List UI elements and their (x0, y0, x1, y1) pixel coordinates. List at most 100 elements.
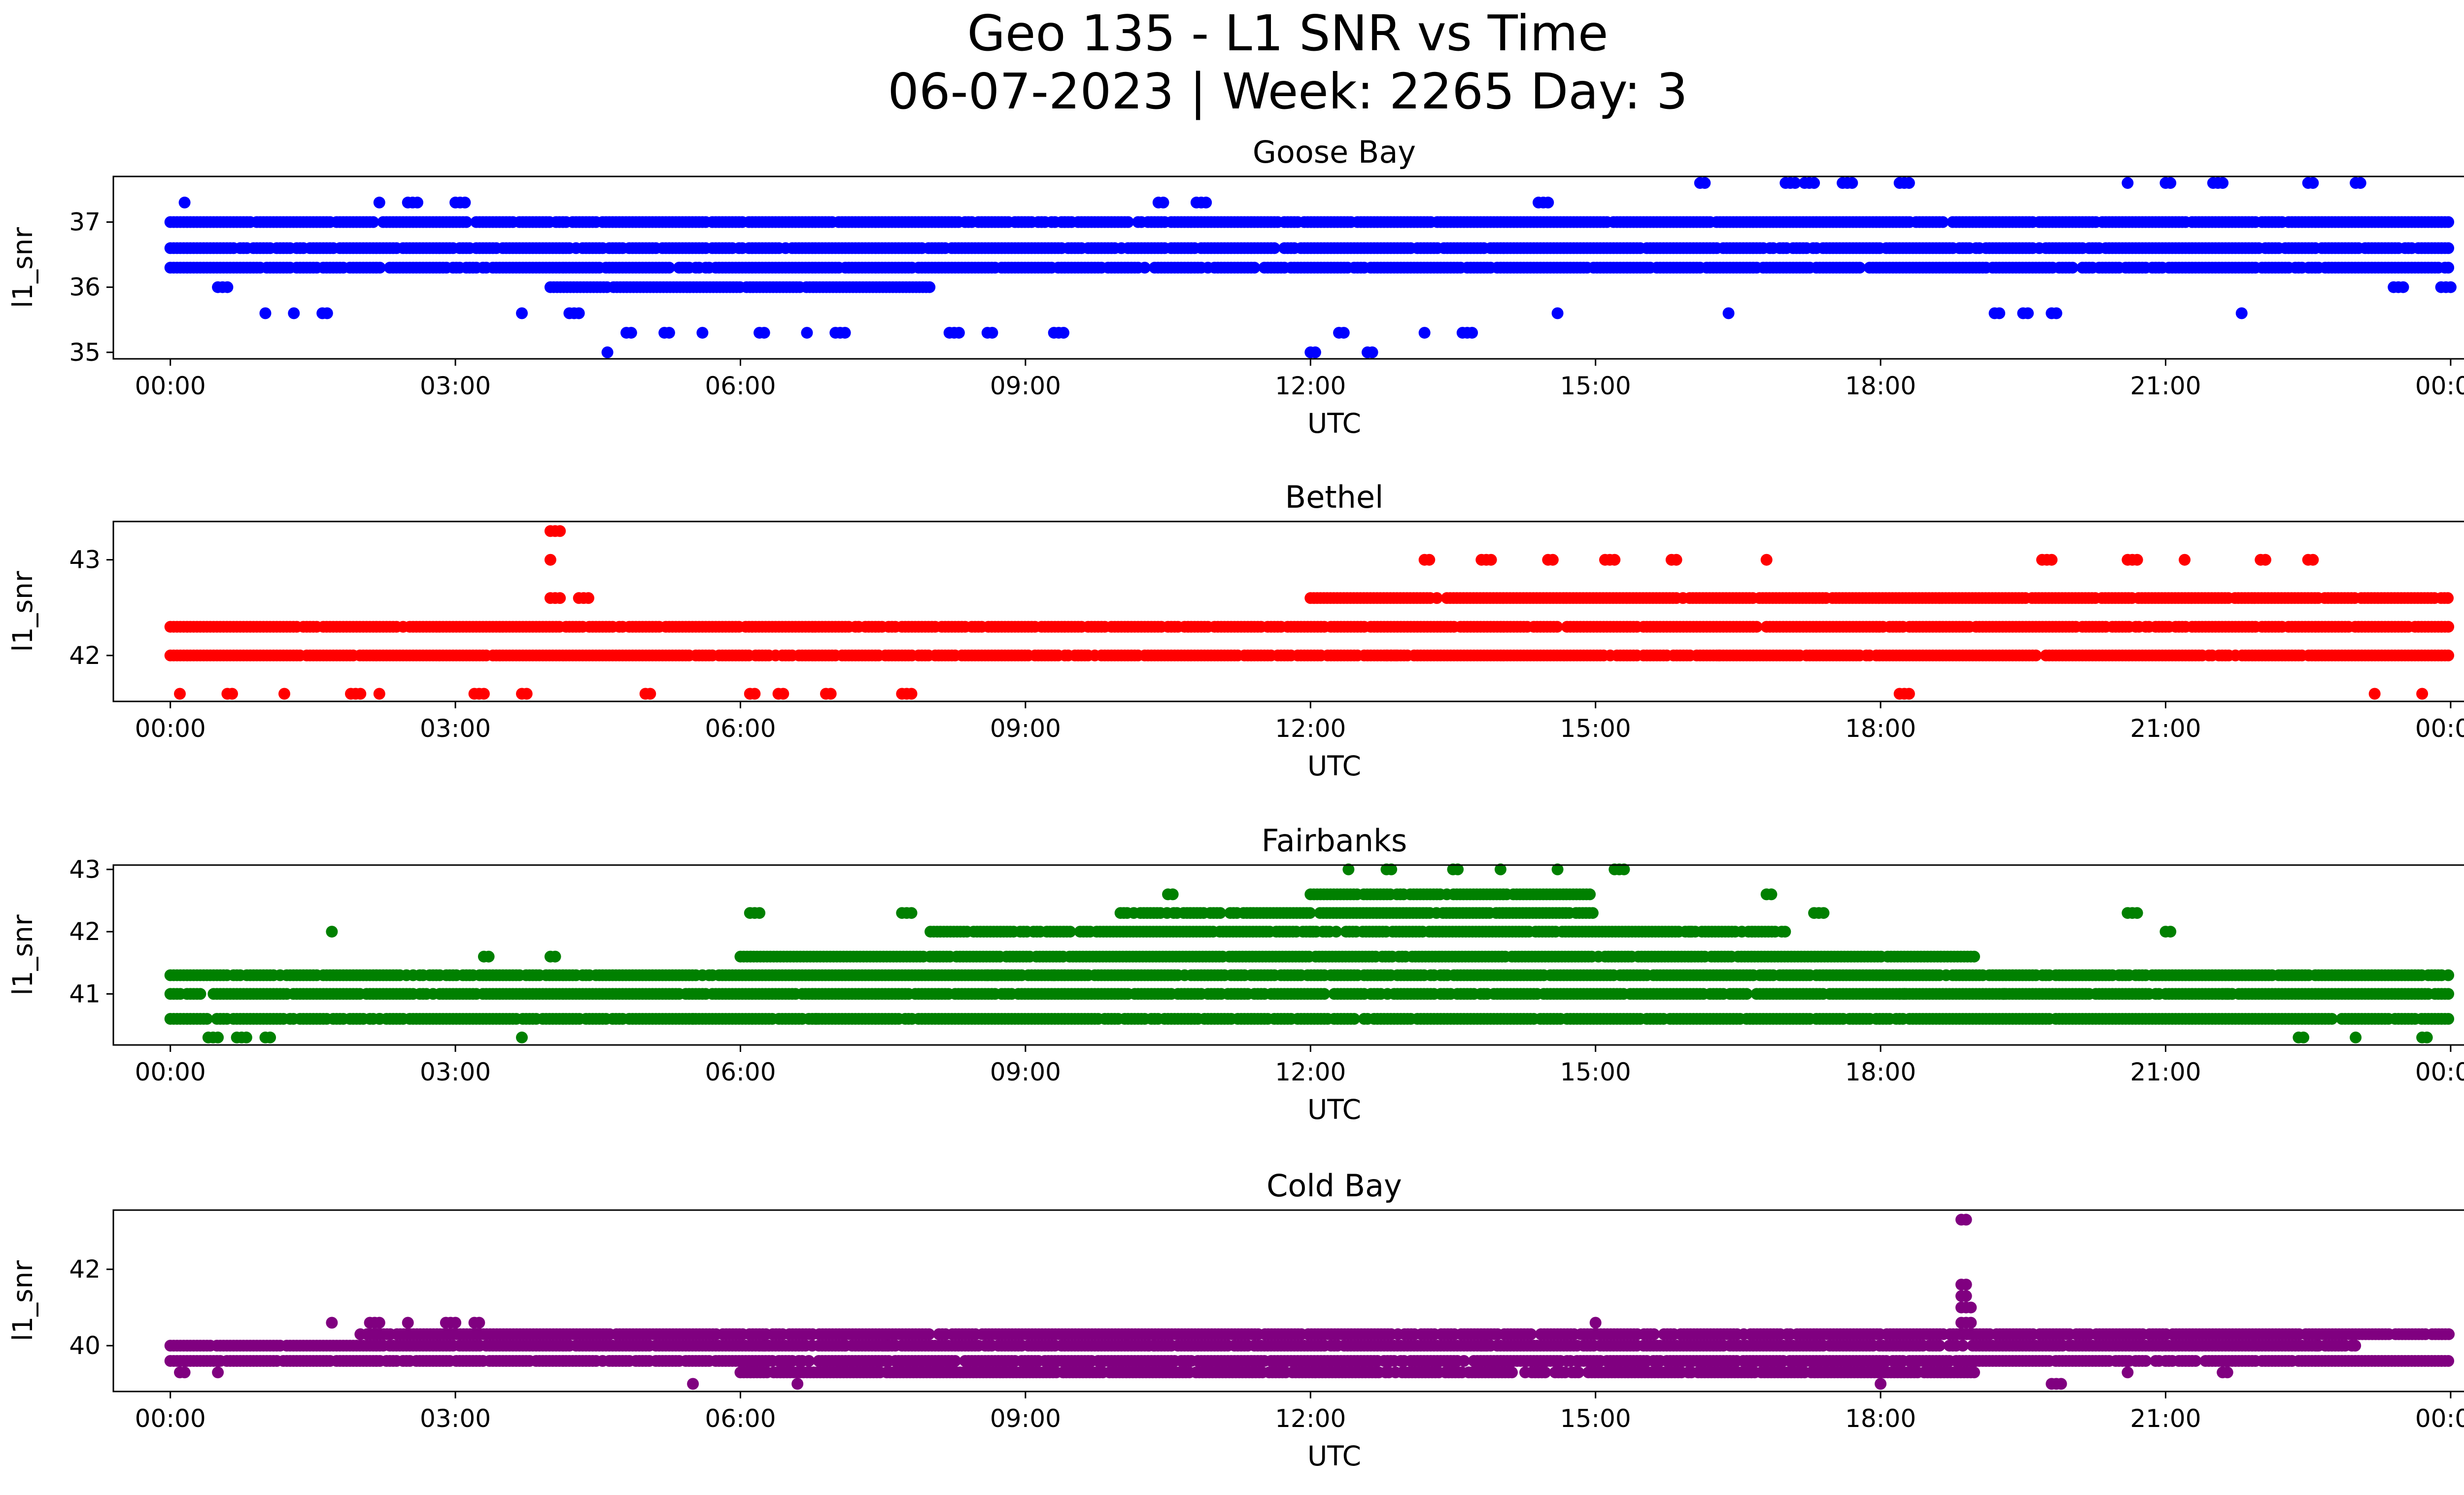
data-point (644, 688, 656, 700)
data-point (226, 688, 238, 700)
x-axis-label: UTC (1307, 750, 1361, 782)
data-point (1318, 988, 1331, 1000)
data-point (777, 688, 789, 700)
x-tick-label: 00:00 (2415, 372, 2464, 400)
data-point (1937, 216, 1949, 228)
data-point (1608, 554, 1621, 566)
data-point (2179, 554, 2191, 566)
data-point (544, 554, 556, 566)
x-tick-label: 00:00 (2415, 714, 2464, 743)
x-tick-label: 18:00 (1845, 372, 1916, 400)
y-tick-label: 42 (69, 641, 101, 670)
data-point (288, 307, 300, 319)
data-point (905, 688, 918, 700)
data-point (2050, 307, 2062, 319)
data-point (801, 327, 813, 339)
marker-group (164, 525, 2455, 700)
data-point (1423, 554, 1436, 566)
data-point (1551, 307, 1564, 319)
data-point (1431, 592, 1443, 604)
y-tick-label: 37 (69, 208, 101, 237)
subplot-title: Bethel (1285, 479, 1384, 515)
data-point (1741, 988, 1753, 1000)
data-point (2444, 281, 2457, 293)
data-point (1058, 327, 1069, 339)
data-point (554, 525, 566, 537)
data-point (460, 216, 473, 228)
x-tick-label: 09:00 (990, 714, 1061, 743)
data-point (2066, 262, 2079, 274)
data-point (1309, 346, 1321, 358)
data-point (2416, 688, 2429, 700)
x-tick-label: 15:00 (1560, 714, 1631, 743)
data-point (824, 688, 837, 700)
y-tick-label: 35 (69, 338, 101, 367)
x-tick-label: 00:00 (135, 714, 206, 743)
data-point (1903, 688, 1915, 700)
data-point (1853, 262, 1866, 274)
data-point (2046, 554, 2058, 566)
data-point (601, 346, 614, 358)
data-point (1337, 327, 1350, 339)
figure-title-line-1: Geo 135 - L1 SNR vs Time (967, 4, 1608, 62)
data-point (1064, 926, 1076, 938)
data-point (663, 327, 675, 339)
data-point (1200, 196, 1212, 209)
data-point (953, 327, 965, 339)
data-point (582, 592, 594, 604)
data-point (2217, 177, 2229, 189)
plot-frame (112, 521, 2464, 702)
data-point (573, 307, 585, 319)
data-point (278, 688, 290, 700)
data-point (2307, 554, 2319, 566)
data-point (1138, 262, 1151, 274)
data-point (1542, 196, 1554, 209)
data-point (1699, 177, 1711, 189)
x-tick-label: 21:00 (2130, 714, 2201, 743)
data-point (2164, 177, 2177, 189)
data-point (1846, 177, 1858, 189)
data-point (839, 327, 851, 339)
data-point (2131, 554, 2143, 566)
data-point (2354, 177, 2366, 189)
data-point (2442, 649, 2455, 661)
data-point (1485, 554, 1497, 566)
data-point (367, 216, 379, 228)
data-point (2442, 216, 2455, 228)
data-point (1330, 926, 1342, 938)
data-point (221, 281, 234, 293)
data-point (478, 688, 490, 700)
data-point (663, 262, 675, 274)
data-point (374, 262, 386, 274)
data-point (459, 196, 471, 209)
data-point (1546, 554, 1559, 566)
data-point (1122, 216, 1134, 228)
data-point (354, 688, 367, 700)
data-point (2259, 554, 2271, 566)
x-tick-label: 12:00 (1275, 714, 1346, 743)
subplot-title: Fairbanks (1262, 823, 1407, 859)
data-point (1993, 307, 2006, 319)
data-point (2235, 307, 2248, 319)
subplot-title: Goose Bay (1253, 134, 1416, 170)
y-axis-label: l1_snr (7, 571, 38, 652)
x-tick-label: 15:00 (1560, 372, 1631, 400)
data-point (259, 307, 272, 319)
x-tick-label: 12:00 (1275, 372, 1346, 400)
data-point (2442, 621, 2455, 633)
data-point (321, 307, 333, 319)
data-point (1779, 926, 1791, 938)
data-point (1248, 262, 1261, 274)
data-point (1789, 177, 1801, 189)
x-tick-label: 21:00 (2130, 372, 2201, 400)
data-point (749, 688, 761, 700)
data-point (1808, 177, 1820, 189)
plot-frame (112, 175, 2464, 360)
data-point (174, 688, 186, 700)
data-point (520, 688, 533, 700)
data-point (2307, 177, 2319, 189)
data-point (1760, 554, 1773, 566)
data-point (924, 281, 936, 293)
